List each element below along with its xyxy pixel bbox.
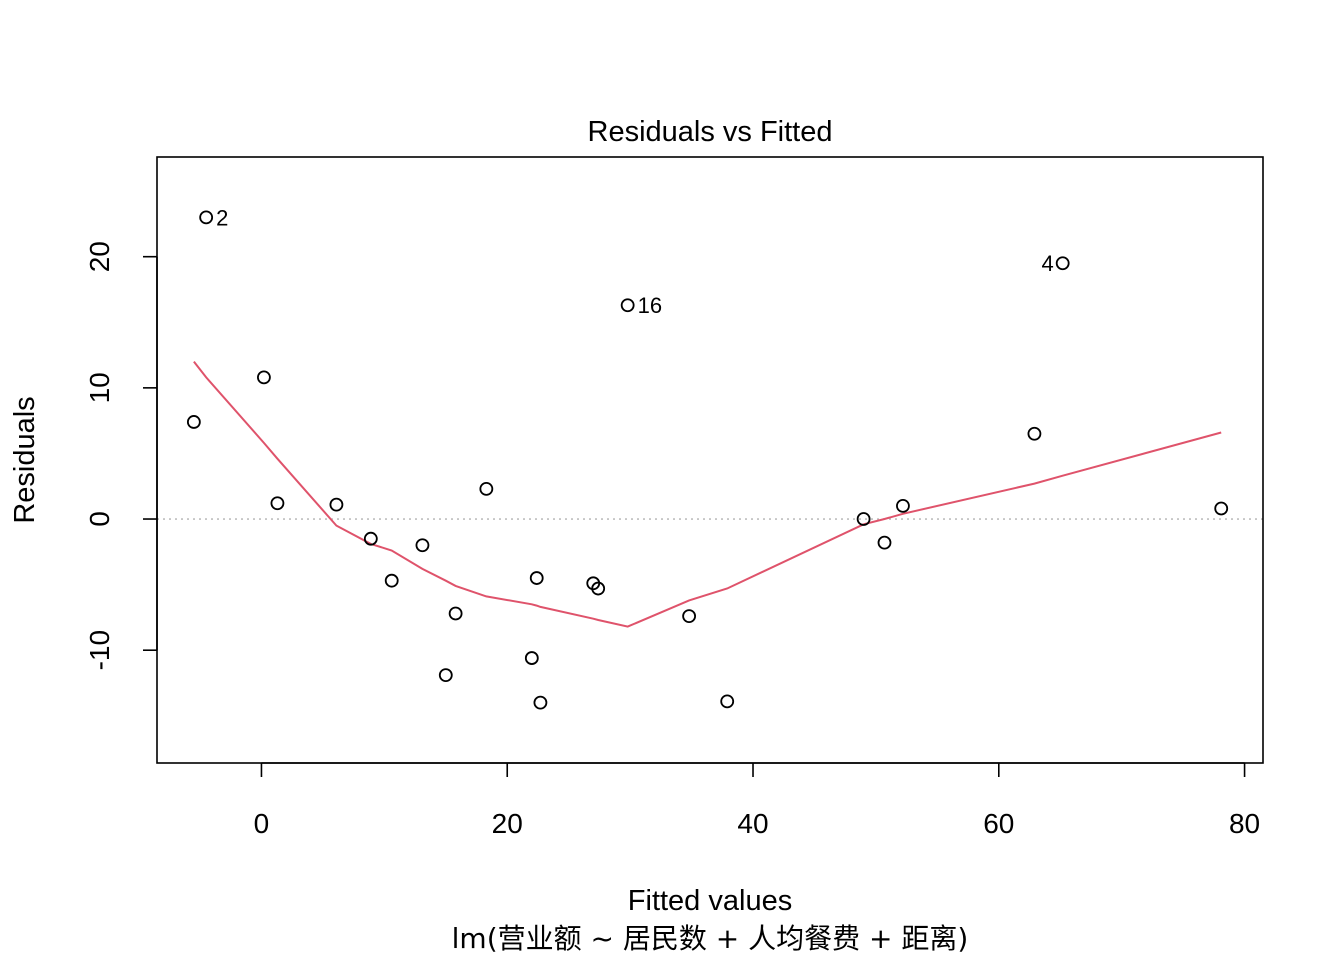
data-point <box>438 668 453 683</box>
model-caption: lm(营业额 ~ 居民数 + 人均餐费 + 距离) <box>452 922 969 955</box>
x-tick-label: 40 <box>737 808 768 839</box>
plot-frame <box>156 156 1264 764</box>
point-label: 2 <box>216 205 228 230</box>
x-tick-label: 60 <box>983 808 1014 839</box>
x-tick-label: 80 <box>1229 808 1260 839</box>
data-point <box>257 370 271 385</box>
y-tick-label: 20 <box>84 241 115 272</box>
chart-title: Residuals vs Fitted <box>588 116 833 148</box>
data-point <box>877 535 892 550</box>
y-tick-label: 0 <box>84 511 115 527</box>
x-axis: 0 20 40 60 80 <box>254 762 1260 839</box>
data-point <box>620 298 635 313</box>
data-point <box>415 538 430 553</box>
smooth-line <box>193 360 1222 628</box>
data-point <box>270 496 285 511</box>
data-point <box>896 499 910 513</box>
plot-area: 2 16 4 <box>156 156 1264 764</box>
data-point <box>1027 426 1042 441</box>
data-point <box>533 695 548 710</box>
data-point <box>720 694 735 709</box>
y-tick-label: -10 <box>84 630 115 670</box>
data-point <box>363 531 378 546</box>
x-tick-label: 20 <box>492 808 523 839</box>
data-point <box>186 415 201 429</box>
data-point <box>856 512 871 526</box>
x-tick-label: 0 <box>254 808 270 839</box>
data-point <box>524 651 539 665</box>
data-point <box>529 571 544 585</box>
data-point <box>1214 501 1229 516</box>
y-axis: -10 0 10 20 <box>84 241 158 670</box>
data-point <box>682 609 697 623</box>
data-point <box>329 497 344 512</box>
data-point <box>1055 256 1070 271</box>
data-point <box>384 573 399 588</box>
point-label: 4 <box>1041 251 1053 276</box>
data-point <box>591 581 606 596</box>
data-point <box>199 210 214 225</box>
point-label: 16 <box>638 293 662 318</box>
data-point <box>479 481 494 496</box>
data-point <box>448 606 463 621</box>
y-tick-label: 10 <box>84 372 115 403</box>
x-axis-label: Fitted values <box>628 885 792 917</box>
y-axis-label: Residuals <box>9 396 41 523</box>
